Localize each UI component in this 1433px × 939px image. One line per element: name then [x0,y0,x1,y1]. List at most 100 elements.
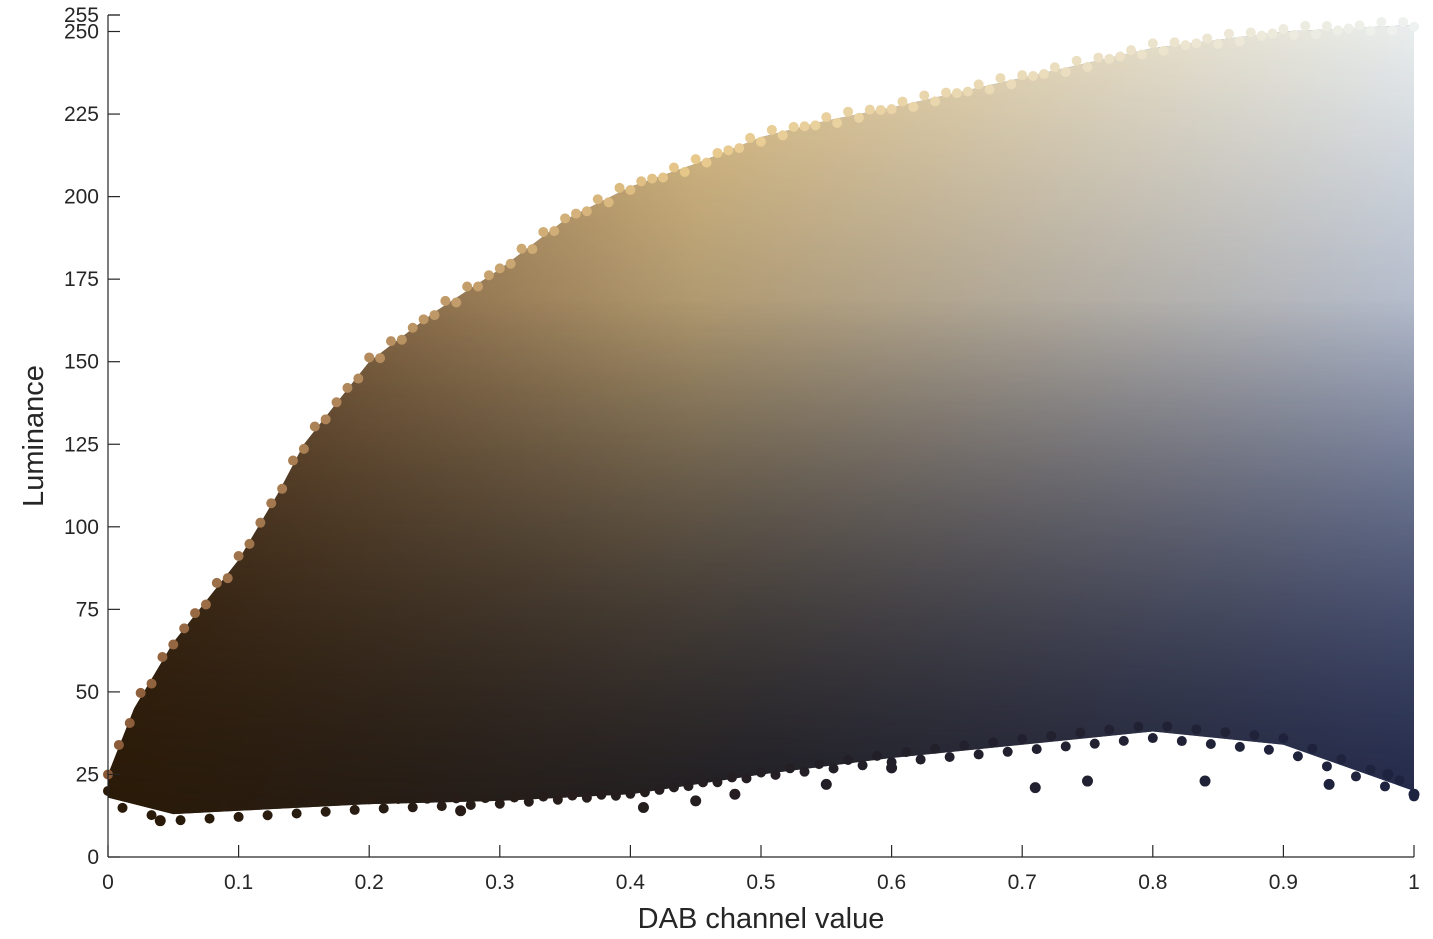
edge-point [1267,28,1278,39]
edge-point [233,811,244,822]
edge-point [1060,67,1071,78]
edge-point [951,88,962,99]
edge-point [1292,751,1303,762]
y-tick-label: 0 [87,846,99,869]
edge-point [756,767,766,778]
edge-point [1049,62,1060,73]
edge-point [1191,724,1202,735]
edge-point [291,808,302,819]
x-tick-label: 0.1 [224,871,253,894]
edge-point [211,577,222,588]
edge-point [723,145,734,156]
edge-point [418,314,429,325]
edge-point [451,297,462,308]
outlier-point [1082,775,1093,787]
edge-point [1162,721,1173,732]
edge-point [407,322,418,333]
outlier-point [1408,788,1420,800]
edge-point [785,763,796,774]
x-tick-label: 0.4 [616,871,646,894]
edge-point [306,796,317,807]
x-tick-label: 0.9 [1269,871,1298,894]
edge-point [1147,38,1158,49]
y-tick-label: 250 [64,21,99,44]
y-tick-label: 125 [64,433,99,456]
edge-point [1332,25,1343,36]
edge-point [494,798,505,809]
edge-point [429,310,440,321]
edge-point [1089,738,1100,749]
edge-point [592,194,603,205]
edge-point [255,517,266,528]
edge-point [179,623,190,634]
edge-point [745,132,756,143]
edge-point [1321,20,1332,31]
edge-point [1002,746,1013,757]
edge-point [930,743,941,754]
edge-point [473,281,484,292]
edge-point [679,167,690,178]
x-tick-label: 0.6 [877,871,906,894]
edge-point [1147,733,1158,744]
edge-point [436,801,447,812]
edge-point [814,759,825,770]
edge-point [320,414,331,425]
edge-point [560,213,571,224]
edge-point [516,243,527,254]
edge-point [335,795,346,806]
edge-point [1220,727,1231,738]
y-tick-label: 255 [64,4,99,27]
y-axis-title: Luminance [18,365,50,507]
edge-point [1278,24,1289,35]
edge-point [567,790,578,801]
edge-point [1365,25,1376,36]
edge-point [1191,38,1202,49]
edge-point [1176,736,1187,747]
edge-point [658,172,669,183]
edge-point [266,498,277,509]
edge-point [1115,51,1126,62]
edge-point [1234,741,1245,752]
edge-point [843,754,854,765]
edge-point [204,813,215,824]
edge-point [864,104,875,115]
edge-point [886,104,897,115]
edge-point [712,147,723,158]
outlier-point [1323,778,1335,790]
edge-point [523,796,534,807]
edge-dots [103,16,1419,826]
y-tick-label: 175 [64,268,99,291]
edge-point [777,130,788,141]
edge-point [799,121,810,132]
edge-point [636,176,647,187]
axes: 0 0.1 0.2 0.3 0.4 0.5 0.6 0.7 0.8 0.9 1 0 25 50 75 100… [64,4,1420,894]
edge-point [1202,33,1213,44]
edge-point [342,382,353,393]
edge-point [1354,20,1365,31]
edge-point [200,599,211,610]
edge-point [1118,735,1129,746]
y-tick-label: 25 [76,763,99,786]
edge-point [549,226,560,237]
edge-point [647,173,658,184]
edge-point [353,373,364,384]
edge-point [1289,29,1300,40]
edge-point [161,800,172,811]
edge-point [901,747,912,758]
edge-point [1249,730,1260,741]
edge-point [462,281,473,292]
edge-point [581,206,592,217]
outlier-point [729,788,741,800]
edge-point [614,182,625,193]
edge-point [1104,724,1115,735]
x-axis-title: DAB channel value [638,903,885,935]
x-tick-label: 1 [1408,871,1420,894]
edge-point [378,803,389,814]
y-tick-label: 150 [64,351,99,374]
edge-point [505,258,516,269]
edge-point [135,687,146,698]
edge-point [1180,40,1191,51]
edge-point [756,136,766,147]
x-tick-label: 0 [102,871,114,894]
